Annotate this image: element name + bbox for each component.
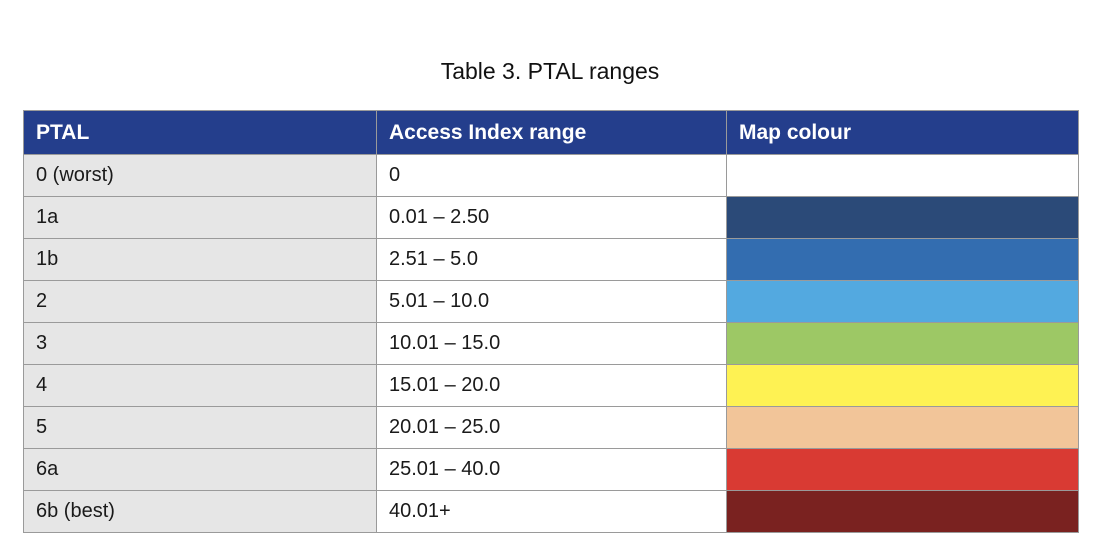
map-colour-swatch <box>726 448 1079 491</box>
map-colour-swatch <box>726 322 1079 365</box>
access-index-range-cell: 0 <box>376 154 727 197</box>
access-index-range-cell: 15.01 – 20.0 <box>376 364 727 407</box>
header-access-index-range: Access Index range <box>376 110 727 155</box>
table-row: 3 10.01 – 15.0 <box>23 322 1079 365</box>
table-body: 0 (worst) 0 1a 0.01 – 2.50 1b 2.51 – 5.0 2 5.01… <box>23 154 1079 533</box>
map-colour-swatch <box>726 154 1079 197</box>
ptal-level-cell: 1b <box>23 238 377 281</box>
access-index-range-cell: 40.01+ <box>376 490 727 533</box>
ptal-level-cell: 1a <box>23 196 377 239</box>
table-header-row: PTAL Access Index range Map colour <box>23 110 1079 155</box>
access-index-range-cell: 25.01 – 40.0 <box>376 448 727 491</box>
map-colour-swatch <box>726 196 1079 239</box>
access-index-range-cell: 0.01 – 2.50 <box>376 196 727 239</box>
ptal-level-cell: 2 <box>23 280 377 323</box>
header-map-colour: Map colour <box>726 110 1079 155</box>
map-colour-swatch <box>726 364 1079 407</box>
ptal-level-cell: 3 <box>23 322 377 365</box>
access-index-range-cell: 5.01 – 10.0 <box>376 280 727 323</box>
table-row: 6b (best) 40.01+ <box>23 490 1079 533</box>
table-row: 1b 2.51 – 5.0 <box>23 238 1079 281</box>
table-row: 2 5.01 – 10.0 <box>23 280 1079 323</box>
ptal-level-cell: 0 (worst) <box>23 154 377 197</box>
ptal-level-cell: 6b (best) <box>23 490 377 533</box>
map-colour-swatch <box>726 490 1079 533</box>
access-index-range-cell: 2.51 – 5.0 <box>376 238 727 281</box>
ptal-ranges-table: PTAL Access Index range Map colour 0 (wo… <box>23 110 1079 533</box>
table-row: 6a 25.01 – 40.0 <box>23 448 1079 491</box>
access-index-range-cell: 20.01 – 25.0 <box>376 406 727 449</box>
map-colour-swatch <box>726 238 1079 281</box>
ptal-level-cell: 4 <box>23 364 377 407</box>
table-row: 0 (worst) 0 <box>23 154 1079 197</box>
table-row: 4 15.01 – 20.0 <box>23 364 1079 407</box>
table-row: 5 20.01 – 25.0 <box>23 406 1079 449</box>
access-index-range-cell: 10.01 – 15.0 <box>376 322 727 365</box>
map-colour-swatch <box>726 406 1079 449</box>
table-row: 1a 0.01 – 2.50 <box>23 196 1079 239</box>
header-ptal: PTAL <box>23 110 377 155</box>
ptal-level-cell: 5 <box>23 406 377 449</box>
map-colour-swatch <box>726 280 1079 323</box>
ptal-level-cell: 6a <box>23 448 377 491</box>
table-caption: Table 3. PTAL ranges <box>440 58 660 84</box>
